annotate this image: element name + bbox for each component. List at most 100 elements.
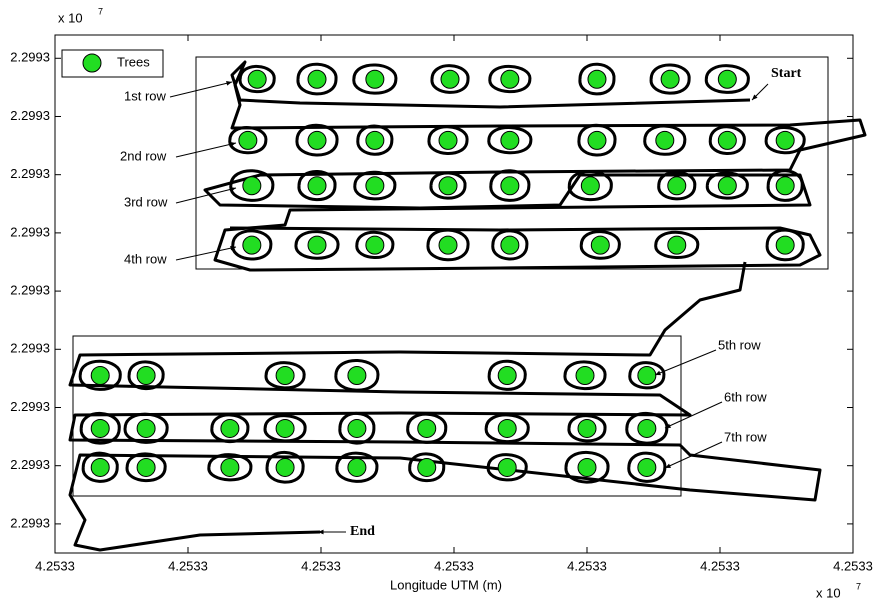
y-tick-label: 2.2993 <box>10 515 50 530</box>
y-tick-label: 2.2993 <box>10 224 50 239</box>
tree-loop <box>265 450 305 484</box>
tree-loop <box>229 169 275 202</box>
annotation-arrowhead <box>665 463 671 468</box>
tree-loop <box>705 171 749 200</box>
annotation-arrow <box>175 142 237 158</box>
tree-marker <box>307 130 327 150</box>
tree-loop <box>429 171 467 200</box>
tree-loop <box>334 358 380 392</box>
annotation-arrowhead <box>230 187 236 192</box>
tree-marker <box>660 69 680 89</box>
tree-marker <box>577 418 597 438</box>
tree-loop <box>406 412 448 444</box>
annotation: Start <box>771 66 802 81</box>
annotation: End <box>350 524 375 539</box>
tree-marker <box>590 235 610 255</box>
tree-marker <box>637 418 657 438</box>
annotation-arrow <box>664 401 723 429</box>
annotation: 2nd row <box>120 148 167 163</box>
tree-loop <box>294 230 340 260</box>
x-tick-label: 4.2533 <box>700 558 740 573</box>
tree-loop <box>487 126 533 155</box>
tree-marker <box>136 365 156 385</box>
x-tick-label: 4.2533 <box>434 558 474 573</box>
tree-marker <box>438 235 458 255</box>
tree-marker <box>497 365 517 385</box>
tree-loop <box>577 123 617 157</box>
tree-marker <box>136 418 156 438</box>
annotation: 5th row <box>718 337 761 352</box>
tree-marker <box>775 130 795 150</box>
annotation-arrowhead <box>230 141 236 147</box>
tree-marker <box>275 365 295 385</box>
tree-marker <box>717 176 737 196</box>
tree-loop <box>426 228 470 262</box>
tree-loop <box>578 62 616 96</box>
tree-marker <box>307 69 327 89</box>
tree-loop <box>654 230 700 259</box>
annotation: 1st row <box>124 88 167 103</box>
annotation: 6th row <box>724 389 767 404</box>
tree-loop <box>765 228 805 262</box>
tree-marker <box>136 457 156 477</box>
y-multiplier: x 10 <box>58 10 83 25</box>
y-tick-label: 2.2993 <box>10 341 50 356</box>
tree-marker <box>667 176 687 196</box>
tree-loop <box>338 411 376 445</box>
tree-marker <box>497 418 517 438</box>
x-multiplier-exponent: 7 <box>856 581 861 591</box>
tree-marker <box>717 130 737 150</box>
tree-loop <box>264 361 306 390</box>
annotation-arrow <box>175 187 237 204</box>
x-tick-label: 4.2533 <box>833 558 873 573</box>
tree-loop <box>353 170 397 201</box>
y-multiplier-exponent: 7 <box>98 6 103 16</box>
tree-marker <box>247 69 267 89</box>
tree-loop <box>487 359 527 391</box>
tree-marker <box>90 365 110 385</box>
y-tick-label: 2.2993 <box>10 399 50 414</box>
tree-marker <box>347 457 367 477</box>
tree-marker <box>347 365 367 385</box>
tree-marker <box>500 69 520 89</box>
tree-marker <box>220 418 240 438</box>
tree-marker <box>365 176 385 196</box>
tree-marker <box>575 365 595 385</box>
tree-marker <box>365 130 385 150</box>
tree-marker <box>275 418 295 438</box>
tree-marker <box>417 418 437 438</box>
tree-loop <box>78 359 122 391</box>
annotation: 7th row <box>724 429 767 444</box>
tree-loop <box>231 229 273 261</box>
tree-loop <box>628 361 666 390</box>
tree-loop <box>79 411 121 445</box>
tree-marker <box>637 365 657 385</box>
tree-loop <box>228 126 268 155</box>
tree-loop <box>567 414 607 443</box>
tree-marker <box>307 235 327 255</box>
tree-loop <box>625 411 669 445</box>
y-tick-label: 2.2993 <box>10 50 50 65</box>
y-tick-label: 2.2993 <box>10 283 50 298</box>
tree-loop <box>238 64 276 94</box>
tree-marker <box>307 176 327 196</box>
annotation-arrow <box>654 349 717 376</box>
tree-marker <box>438 176 458 196</box>
tree-marker <box>365 69 385 89</box>
tree-loop <box>766 169 804 202</box>
legend-marker <box>82 53 102 73</box>
tree-marker <box>580 176 600 196</box>
tree-loop <box>563 360 607 391</box>
tree-loop <box>210 413 250 444</box>
tree-loop <box>352 63 398 95</box>
tree-marker <box>500 235 520 255</box>
annotation-arrowhead <box>230 245 236 251</box>
tree-marker <box>220 457 240 477</box>
y-tick-label: 2.2993 <box>10 108 50 123</box>
tree-loop <box>708 125 746 155</box>
x-tick-label: 4.2533 <box>301 558 341 573</box>
tree-loop <box>356 124 394 156</box>
tree-loop <box>125 452 167 483</box>
annotation-arrow <box>169 81 233 98</box>
tree-marker <box>440 69 460 89</box>
